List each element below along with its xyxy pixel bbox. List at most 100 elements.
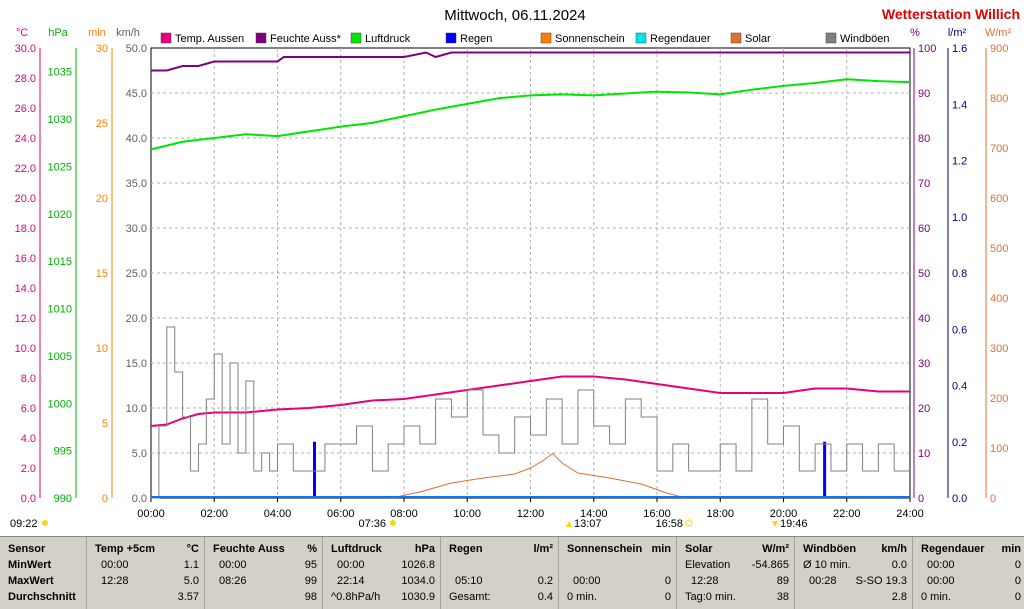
rain-tick: 0.0 xyxy=(952,493,967,505)
solar-section: Solar W/m² Elevation -54.865 12:28 89 Ta… xyxy=(676,537,795,609)
rain-bar xyxy=(823,441,827,498)
row-label-avg: Durchschnitt xyxy=(8,591,76,603)
rain-title: Regen xyxy=(449,543,483,555)
wind-tick: 20.0 xyxy=(126,313,147,325)
row-label-max: MaxWert xyxy=(8,575,54,587)
solar-tick: 900 xyxy=(990,43,1008,55)
wind-avg-label: Ø 10 min. xyxy=(803,559,851,571)
legend-label: Feuchte Auss* xyxy=(270,33,342,45)
humidity-tick: 70 xyxy=(918,178,930,190)
raindur-total-label: 0 min. xyxy=(921,591,951,603)
moon-label: 19:46 xyxy=(780,518,808,530)
solar-elev-val: -54.865 xyxy=(751,559,789,571)
wind-unit: km/h xyxy=(881,543,907,555)
pressure-tick: 995 xyxy=(54,446,72,458)
legend-swatch xyxy=(350,32,362,44)
x-tick-label: 24:00 xyxy=(896,508,924,520)
x-tick-label: 06:00 xyxy=(327,508,355,520)
minutes-tick: 10 xyxy=(96,343,108,355)
series-line xyxy=(151,51,910,72)
temp-min-val: 1.1 xyxy=(183,559,199,571)
temp-tick: 6.0 xyxy=(21,403,36,415)
pressure-title: Luftdruck xyxy=(331,543,382,555)
temp-tick: 26.0 xyxy=(15,103,36,115)
series-line xyxy=(150,375,910,427)
sunshine-max-val: 0 xyxy=(664,575,671,587)
temp-tick: 30.0 xyxy=(15,43,36,55)
sunshine-max-time: 00:00 xyxy=(573,575,601,587)
x-tick-label: 00:00 xyxy=(137,508,165,520)
pressure-max-val: 1034.0 xyxy=(401,575,435,587)
legend-label: Sonnenschein xyxy=(555,33,625,45)
solar-tick: 500 xyxy=(990,243,1008,255)
series-line xyxy=(391,452,686,499)
rain-total-label: Gesamt: xyxy=(449,591,491,603)
raindur-max-time: 00:00 xyxy=(927,575,955,587)
weather-chart: Mittwoch, 06.11.2024 Wetterstation Willi… xyxy=(10,6,1020,530)
humidity-tick: 100 xyxy=(918,43,936,55)
series-layer xyxy=(150,51,911,499)
solar-tick: 200 xyxy=(990,393,1008,405)
temp-unit: °C xyxy=(186,543,199,555)
x-tick-label: 12:00 xyxy=(517,508,545,520)
pressure-unit: hPa xyxy=(414,543,435,555)
temp-tick: 4.0 xyxy=(21,433,36,445)
temp-tick: 24.0 xyxy=(15,133,36,145)
legend-label: Solar xyxy=(745,33,771,45)
temp-tick: 16.0 xyxy=(15,253,36,265)
humidity-tick: 80 xyxy=(918,133,930,145)
temp-tick: 20.0 xyxy=(15,193,36,205)
solar-tick: 700 xyxy=(990,143,1008,155)
pressure-tick: 1020 xyxy=(48,209,72,221)
solar-max-time: 12:28 xyxy=(691,575,719,587)
wind-tick: 15.0 xyxy=(126,358,147,370)
solar-tick: 300 xyxy=(990,343,1008,355)
temp-min-time: 00:00 xyxy=(101,559,129,571)
pressure-section: Luftdruck hPa 00:00 1026.8 22:14 1034.0 … xyxy=(322,537,441,609)
sun-icon xyxy=(42,520,48,526)
left-time-label: 09:22 xyxy=(10,518,38,530)
wind-title: Windböen xyxy=(803,543,857,555)
axes-ticks: 0.0 2.0 4.0 6.0 8.0 10.0 12.0 14.0 16.0 18.0 20.0 2… xyxy=(15,43,1009,520)
sensor-section: Sensor MinWert MaxWert Durchschnitt xyxy=(0,537,86,609)
minutes-tick: 30 xyxy=(96,43,108,55)
pressure-avg: 1030.9 xyxy=(401,591,435,603)
solar-tick: 600 xyxy=(990,193,1008,205)
legend-label: Regendauer xyxy=(650,33,711,45)
rain-tick: 0.4 xyxy=(952,381,967,393)
x-tick-label: 10:00 xyxy=(453,508,481,520)
humidity-min-val: 95 xyxy=(304,559,317,571)
wind-tick: 25.0 xyxy=(126,268,147,280)
station-name: Wetterstation Willich xyxy=(882,6,1020,22)
unit-solar: W/m² xyxy=(985,27,1012,39)
temp-tick: 0.0 xyxy=(21,493,36,505)
raindur-unit: min xyxy=(1001,543,1021,555)
temp-tick: 8.0 xyxy=(21,373,36,385)
pressure-tick: 1025 xyxy=(48,161,72,173)
pressure-max-time: 22:14 xyxy=(337,575,365,587)
wind-tick: 45.0 xyxy=(126,88,147,100)
chart-date-title: Mittwoch, 06.11.2024 xyxy=(444,7,585,24)
unit-pressure: hPa xyxy=(48,27,68,39)
raindur-min-val: 0 xyxy=(1014,559,1021,571)
row-label-min: MinWert xyxy=(8,559,52,571)
sun-events: 09:22 07:36 13:07 16:58 19:46 xyxy=(10,518,808,530)
sunset-label: 16:58 xyxy=(655,518,683,530)
humidity-tick: 0 xyxy=(918,493,924,505)
sunshine-section: Sonnenschein min 00:00 0 0 min. 0 xyxy=(558,537,677,609)
solar-tick: 0 xyxy=(990,493,996,505)
rain-tick: 1.4 xyxy=(952,99,967,111)
wind-tick: 30.0 xyxy=(126,223,147,235)
wind-tick: 50.0 xyxy=(126,43,147,55)
solar-day-label: Tag:0 min. xyxy=(685,591,736,603)
raindur-max-val: 0 xyxy=(1014,575,1021,587)
x-tick-label: 02:00 xyxy=(200,508,228,520)
temp-title: Temp +5cm xyxy=(95,543,156,555)
legend-label: Windböen xyxy=(840,33,890,45)
legend-label: Regen xyxy=(460,33,492,45)
solar-unit: W/m² xyxy=(762,543,789,555)
chart-legend: Temp. Aussen Feuchte Auss* Luftdruck Regen S… xyxy=(160,32,890,45)
wind-avg: 2.8 xyxy=(891,591,907,603)
pressure-min-time: 00:00 xyxy=(337,559,365,571)
temp-tick: 22.0 xyxy=(15,163,36,175)
